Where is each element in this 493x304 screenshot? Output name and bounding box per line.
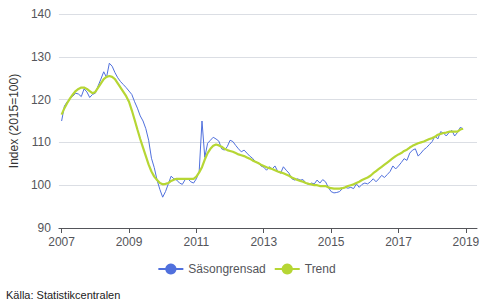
svg-text:Index (2015=100): Index (2015=100) [7, 74, 21, 168]
svg-text:Trend: Trend [305, 262, 336, 276]
svg-text:2011: 2011 [183, 235, 209, 249]
svg-text:2009: 2009 [116, 235, 143, 249]
svg-text:Säsongrensad: Säsongrensad [188, 262, 265, 276]
svg-text:2019: 2019 [453, 235, 480, 249]
svg-text:90: 90 [38, 221, 52, 235]
svg-text:100: 100 [31, 178, 51, 192]
svg-text:2015: 2015 [318, 235, 345, 249]
svg-text:140: 140 [31, 7, 51, 21]
svg-text:Källa: Statistikcentralen: Källa: Statistikcentralen [6, 289, 120, 301]
svg-text:2017: 2017 [385, 235, 412, 249]
svg-text:130: 130 [31, 50, 51, 64]
svg-text:120: 120 [31, 93, 51, 107]
svg-text:2007: 2007 [48, 235, 75, 249]
svg-text:110: 110 [32, 135, 51, 149]
svg-text:2013: 2013 [250, 235, 277, 249]
